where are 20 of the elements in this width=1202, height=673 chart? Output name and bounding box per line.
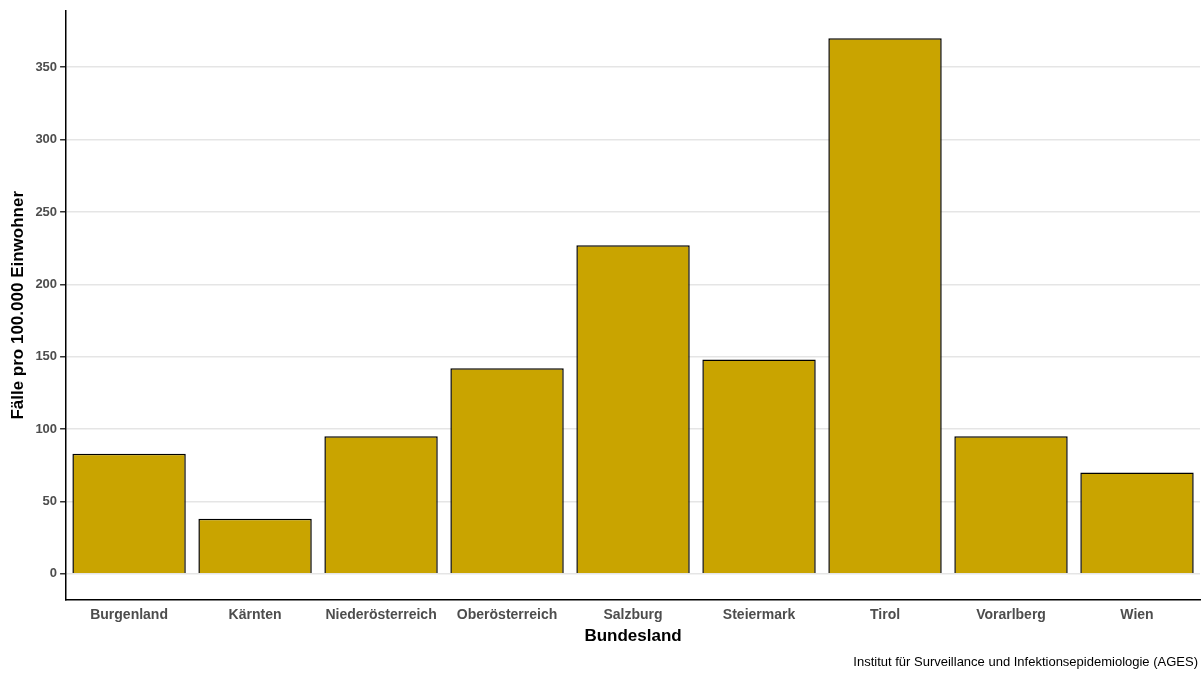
text: Institut für Surveillance und Infektionsepidemiologie (AGES) [853,654,1198,670]
y-tick-label: 100 [35,420,58,436]
x-tick-label: Burgenland [90,606,168,623]
x-tick-label: Salzburg [603,606,663,623]
y-tick-label: 350 [35,58,58,74]
x-tick-label: Steiermark [722,606,796,623]
y-tick-label: 300 [35,131,58,147]
y-tick-label: 50 [42,492,58,508]
x-tick-label: Wien [1120,606,1154,623]
y-tick-label: 250 [35,203,58,219]
x-tick-label: Oberösterreich [456,606,558,623]
y-tick-label: 200 [35,275,58,291]
x-axis-title: Bundesland [584,626,682,646]
y-tick-label: 150 [35,348,58,364]
y-tick-label: 0 [49,565,58,581]
x-tick-label: Niederösterreich [325,606,437,623]
y-axis-title: Fälle pro 100.000 Einwohner [7,190,27,420]
x-tick-label: Vorarlberg [976,606,1046,623]
x-tick-label: Kärnten [228,606,282,623]
x-tick-label: Tirol [869,606,901,623]
